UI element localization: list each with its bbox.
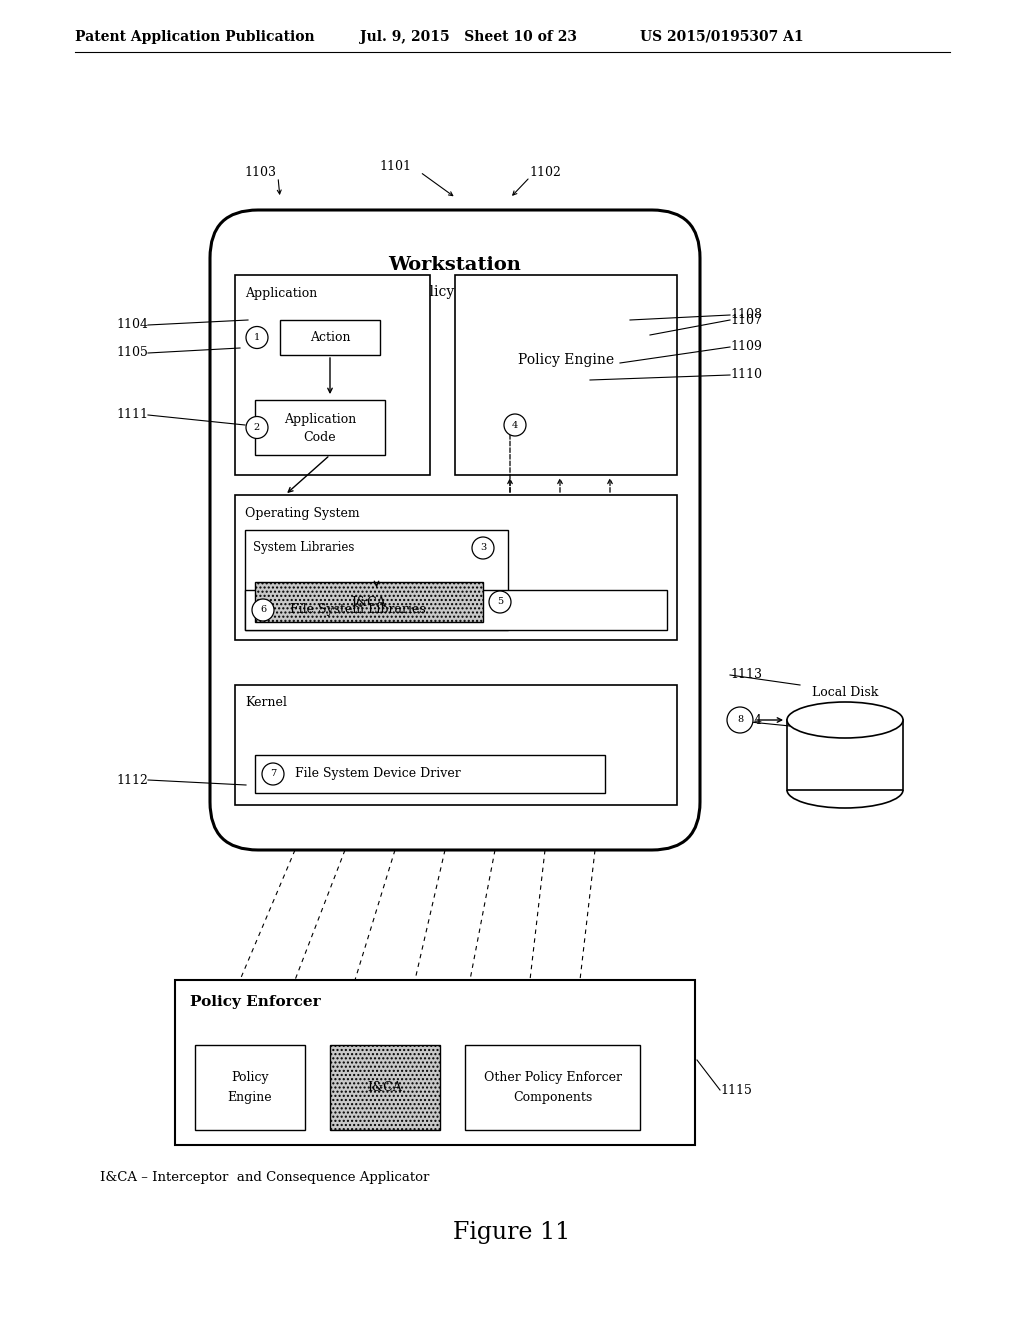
Text: Application: Application bbox=[245, 286, 317, 300]
Text: File System Device Driver: File System Device Driver bbox=[295, 767, 461, 780]
Text: 1114: 1114 bbox=[730, 714, 762, 726]
Text: Engine: Engine bbox=[227, 1092, 272, 1104]
FancyBboxPatch shape bbox=[210, 210, 700, 850]
Text: 1110: 1110 bbox=[730, 368, 762, 381]
Circle shape bbox=[262, 763, 284, 785]
Text: 1109: 1109 bbox=[730, 341, 762, 354]
Bar bbox=[195, 1045, 305, 1130]
Circle shape bbox=[489, 591, 511, 612]
Text: I&CA: I&CA bbox=[368, 1081, 402, 1094]
Text: 1101: 1101 bbox=[379, 161, 411, 173]
Text: 5: 5 bbox=[497, 598, 503, 606]
Text: System Libraries: System Libraries bbox=[253, 541, 354, 554]
Circle shape bbox=[504, 414, 526, 436]
Text: I&CA: I&CA bbox=[351, 595, 386, 609]
Text: 1103: 1103 bbox=[244, 165, 276, 178]
Text: Components: Components bbox=[513, 1092, 592, 1104]
Text: File System Libraries: File System Libraries bbox=[290, 603, 426, 616]
Text: 1113: 1113 bbox=[730, 668, 762, 681]
Text: 1115: 1115 bbox=[720, 1084, 752, 1097]
Text: 1105: 1105 bbox=[116, 346, 148, 359]
Text: 7: 7 bbox=[270, 770, 276, 779]
Text: Jul. 9, 2015   Sheet 10 of 23: Jul. 9, 2015 Sheet 10 of 23 bbox=[360, 30, 577, 44]
Text: 1102: 1102 bbox=[529, 165, 561, 178]
Text: Local Disk: Local Disk bbox=[812, 685, 879, 698]
Text: 6: 6 bbox=[260, 606, 266, 615]
Bar bbox=[245, 531, 508, 630]
Text: (w/ policy enforcer): (w/ policy enforcer) bbox=[386, 285, 524, 300]
Circle shape bbox=[727, 708, 753, 733]
Text: 1104: 1104 bbox=[116, 318, 148, 331]
Text: 1111: 1111 bbox=[116, 408, 148, 421]
Bar bbox=[245, 590, 667, 630]
Bar bbox=[280, 319, 380, 355]
Text: 3: 3 bbox=[480, 544, 486, 553]
Text: 4: 4 bbox=[512, 421, 518, 429]
Circle shape bbox=[252, 599, 274, 620]
Bar bbox=[255, 400, 385, 455]
Text: 8: 8 bbox=[737, 715, 743, 725]
Circle shape bbox=[472, 537, 494, 558]
Bar bbox=[330, 1045, 440, 1130]
Bar bbox=[255, 755, 605, 793]
Circle shape bbox=[246, 417, 268, 438]
Bar bbox=[234, 275, 430, 475]
Bar bbox=[175, 979, 695, 1144]
Text: US 2015/0195307 A1: US 2015/0195307 A1 bbox=[640, 30, 804, 44]
Text: Code: Code bbox=[304, 432, 336, 444]
Bar bbox=[234, 495, 677, 640]
Bar bbox=[465, 1045, 640, 1130]
Text: Figure 11: Figure 11 bbox=[454, 1221, 570, 1243]
Text: Kernel: Kernel bbox=[245, 697, 287, 710]
Text: 1107: 1107 bbox=[730, 314, 762, 326]
Text: 1108: 1108 bbox=[730, 309, 762, 322]
Ellipse shape bbox=[787, 702, 903, 738]
Text: Operating System: Operating System bbox=[245, 507, 359, 520]
Bar bbox=[787, 719, 903, 789]
Text: 1: 1 bbox=[254, 333, 260, 342]
Text: Other Policy Enforcer: Other Policy Enforcer bbox=[483, 1071, 622, 1084]
Text: 2: 2 bbox=[254, 422, 260, 432]
Text: Policy Engine: Policy Engine bbox=[518, 352, 614, 367]
Text: Policy Enforcer: Policy Enforcer bbox=[190, 995, 321, 1008]
Text: Workstation: Workstation bbox=[388, 256, 521, 275]
Text: 1112: 1112 bbox=[116, 774, 148, 787]
Bar bbox=[234, 685, 677, 805]
Circle shape bbox=[246, 326, 268, 348]
Text: I&CA – Interceptor  and Consequence Applicator: I&CA – Interceptor and Consequence Appli… bbox=[100, 1171, 429, 1184]
Text: Policy: Policy bbox=[231, 1071, 269, 1084]
Bar bbox=[455, 275, 677, 475]
Text: Action: Action bbox=[309, 331, 350, 345]
Text: Patent Application Publication: Patent Application Publication bbox=[75, 30, 314, 44]
Bar bbox=[255, 582, 483, 622]
Text: Application: Application bbox=[284, 413, 356, 426]
